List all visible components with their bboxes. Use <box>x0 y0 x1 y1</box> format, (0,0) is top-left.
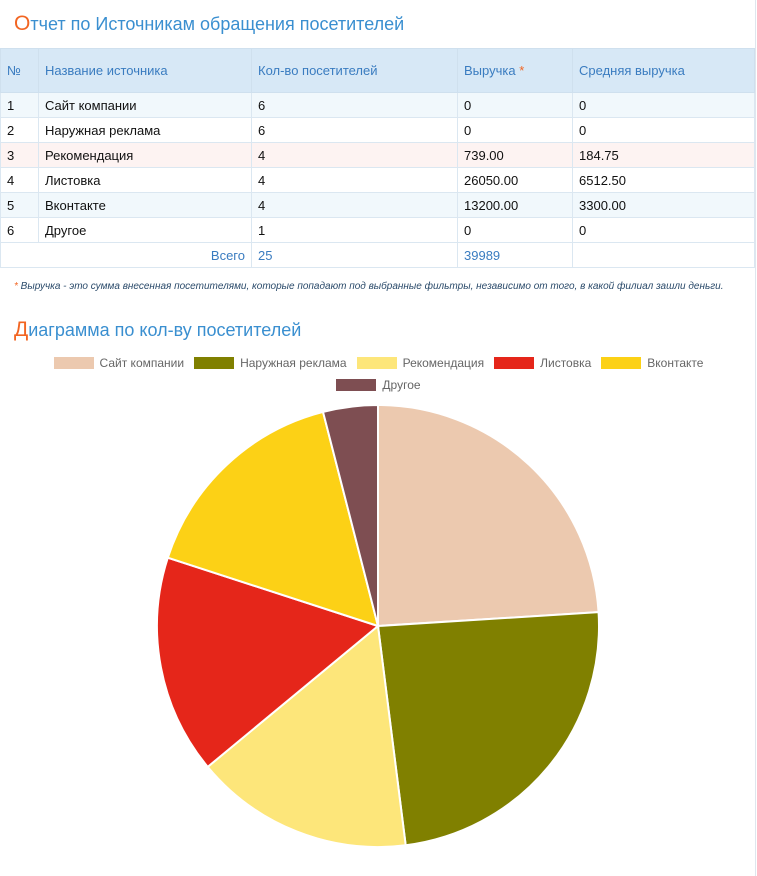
visitors-count: 6 <box>251 92 458 118</box>
row-number: 4 <box>0 167 39 193</box>
table-row: 6 Другое 1 0 0 <box>0 217 755 243</box>
revenue: 0 <box>457 217 573 243</box>
legend-swatch <box>601 357 642 369</box>
legend-item[interactable]: Наружная реклама <box>194 356 347 370</box>
pie-slice-5[interactable] <box>166 410 380 628</box>
row-number: 6 <box>0 217 39 243</box>
table-row: 1 Сайт компании 6 0 0 <box>0 92 755 118</box>
table-row: 2 Наружная реклама 6 0 0 <box>0 117 755 143</box>
average-revenue: 0 <box>572 217 755 243</box>
source-name: Рекомендация <box>38 142 252 168</box>
average-revenue: 0 <box>572 117 755 143</box>
visitors-count: 4 <box>251 142 458 168</box>
page-right-edge <box>755 0 756 876</box>
total-row: Всего 25 39989 <box>0 242 755 268</box>
legend-label: Другое <box>382 378 421 392</box>
revenue: 0 <box>457 117 573 143</box>
column-header-visitors[interactable]: Кол-во посетителей <box>251 48 458 93</box>
report-table: № Название источника Кол-во посетителей … <box>0 48 755 268</box>
footnote-asterisk: * <box>14 281 18 292</box>
source-name: Вконтакте <box>38 192 252 218</box>
legend-label: Вконтакте <box>647 356 704 370</box>
table-header-row: № Название источника Кол-во посетителей … <box>0 48 755 93</box>
row-number: 5 <box>0 192 39 218</box>
column-header-average-revenue[interactable]: Средняя выручка <box>572 48 755 93</box>
pie-slice-1[interactable] <box>377 403 600 628</box>
source-name: Наружная реклама <box>38 117 252 143</box>
column-header-source-name[interactable]: Название источника <box>38 48 252 93</box>
legend-label: Сайт компании <box>99 356 185 370</box>
source-name: Листовка <box>38 167 252 193</box>
total-revenue: 39989 <box>457 242 573 268</box>
pie-slice-6[interactable] <box>321 403 379 627</box>
revenue: 0 <box>457 92 573 118</box>
revenue: 26050.00 <box>457 167 573 193</box>
legend-item[interactable]: Другое <box>336 378 421 392</box>
legend-swatch <box>336 379 377 391</box>
legend-item[interactable]: Листовка <box>494 356 591 370</box>
legend-row-2: Другое <box>0 378 757 392</box>
pie-slice-3[interactable] <box>206 624 407 848</box>
legend-swatch <box>494 357 535 369</box>
legend-label: Рекомендация <box>402 356 485 370</box>
row-number: 2 <box>0 117 39 143</box>
pie-slice-2[interactable] <box>376 611 600 847</box>
table-row: 5 Вконтакте 4 13200.00 3300.00 <box>0 192 755 218</box>
row-number: 1 <box>0 92 39 118</box>
revenue-footnote: * Выручка - это сумма внесенная посетите… <box>14 281 724 292</box>
column-header-number[interactable]: № <box>0 48 39 93</box>
total-label: Всего <box>0 242 252 268</box>
visitors-count: 1 <box>251 217 458 243</box>
revenue: 739.00 <box>457 142 573 168</box>
pie-slice-4[interactable] <box>156 556 381 769</box>
table-row: 3 Рекомендация 4 739.00 184.75 <box>0 142 755 168</box>
legend-item[interactable]: Рекомендация <box>356 356 485 370</box>
average-revenue: 3300.00 <box>572 192 755 218</box>
legend-swatch <box>194 357 235 369</box>
visitors-count: 4 <box>251 192 458 218</box>
legend-swatch <box>53 357 94 369</box>
legend-item[interactable]: Вконтакте <box>601 356 703 370</box>
legend-item[interactable]: Сайт компании <box>53 356 185 370</box>
visitors-count: 4 <box>251 167 458 193</box>
report-title: Отчет по Источникам обращения посетителе… <box>14 12 405 35</box>
diagram-title: Диаграмма по кол-ву посетителей <box>14 318 302 341</box>
average-revenue: 6512.50 <box>572 167 755 193</box>
average-revenue: 184.75 <box>572 142 755 168</box>
table-row: 4 Листовка 4 26050.00 6512.50 <box>0 167 755 193</box>
source-name: Другое <box>38 217 252 243</box>
revenue: 13200.00 <box>457 192 573 218</box>
total-visitors: 25 <box>251 242 458 268</box>
total-average-empty <box>572 242 755 268</box>
column-header-revenue[interactable]: Выручка * <box>457 48 573 93</box>
visitors-count: 6 <box>251 117 458 143</box>
revenue-asterisk: * <box>519 63 525 78</box>
row-number: 3 <box>0 142 39 168</box>
legend-label: Листовка <box>540 356 592 370</box>
source-name: Сайт компании <box>38 92 252 118</box>
legend-swatch <box>356 357 397 369</box>
average-revenue: 0 <box>572 92 755 118</box>
legend-label: Наружная реклама <box>240 356 347 370</box>
visitors-pie-chart <box>156 403 600 848</box>
legend-row-1: Сайт компании Наружная реклама Рекоменда… <box>0 356 757 370</box>
